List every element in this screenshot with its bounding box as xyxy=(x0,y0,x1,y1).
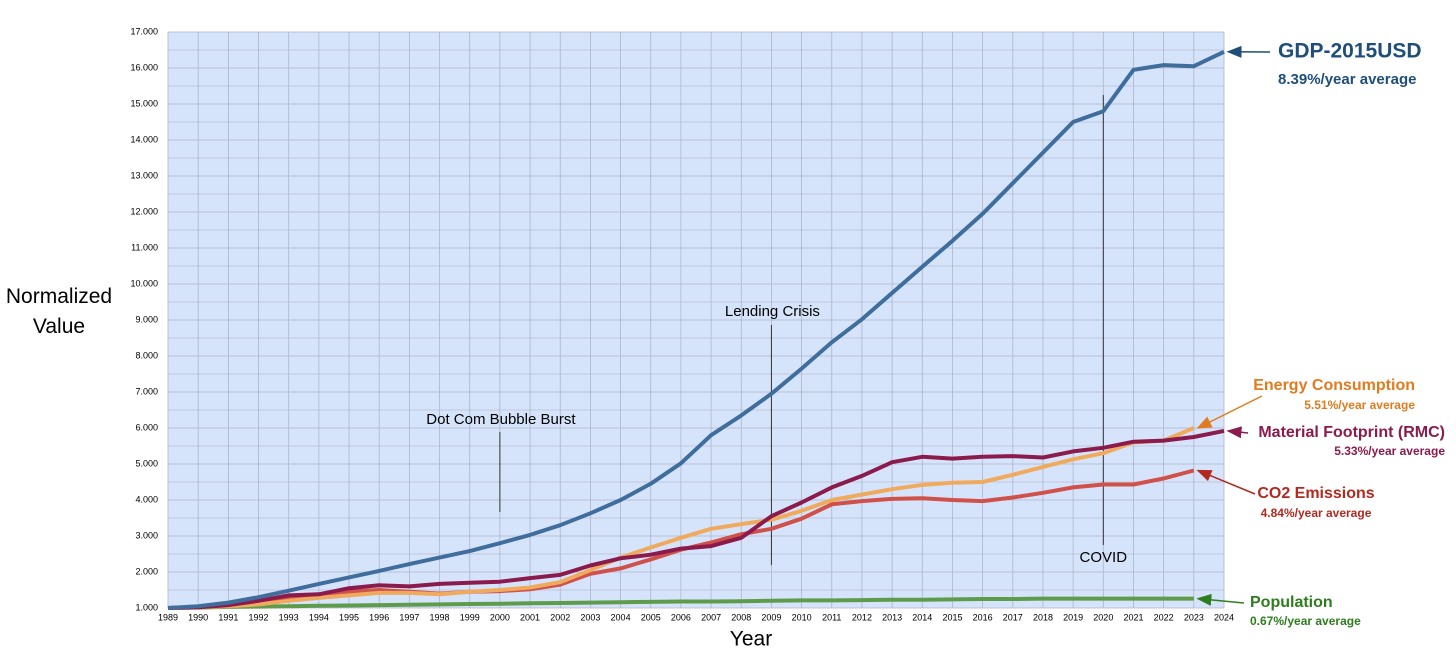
x-tick-label: 1990 xyxy=(188,612,208,622)
y-tick-label: 12.000 xyxy=(130,206,158,216)
y-tick-label: 14.000 xyxy=(130,134,158,144)
y-tick-label: 17.000 xyxy=(130,26,158,36)
x-tick-label: 2023 xyxy=(1184,612,1204,622)
legend-label: GDP-2015USD xyxy=(1278,40,1422,63)
y-tick-label: 7.000 xyxy=(135,386,158,396)
annotation: COVID xyxy=(1080,549,1128,566)
x-axis-label: Year xyxy=(730,628,772,651)
x-tick-label: 2001 xyxy=(520,612,540,622)
label-arrow xyxy=(1196,469,1256,495)
annotation: Lending Crisis xyxy=(725,303,820,320)
legend-note: 5.51%/year average xyxy=(1304,398,1415,412)
legend-label: Population xyxy=(1250,594,1333,611)
legend-label: CO2 Emissions xyxy=(1257,485,1374,502)
legend-label: Energy Consumption xyxy=(1253,377,1415,394)
label-arrow xyxy=(1226,426,1249,439)
x-tick-label: 2020 xyxy=(1093,612,1113,622)
x-tick-label: 1999 xyxy=(460,612,480,622)
x-tick-label: 2013 xyxy=(882,612,902,622)
x-tick-label: 2024 xyxy=(1214,612,1234,622)
x-tick-label: 1998 xyxy=(430,612,450,622)
x-tick-label: 1995 xyxy=(339,612,359,622)
y-tick-label: 10.000 xyxy=(130,278,158,288)
series-line xyxy=(167,596,1194,610)
x-tick-label: 2016 xyxy=(973,612,993,622)
x-tick-label: 2000 xyxy=(490,612,510,622)
label-arrow xyxy=(1196,395,1263,429)
y-tick-label: 15.000 xyxy=(130,98,158,108)
y-tick-label: 4.000 xyxy=(135,494,158,504)
x-tick-label: 2012 xyxy=(852,612,872,622)
y-tick-label: 5.000 xyxy=(135,458,158,468)
y-axis-label: Normalized Value xyxy=(5,285,113,338)
x-tick-label: 1997 xyxy=(399,612,419,622)
y-tick-label: 1.000 xyxy=(135,602,158,612)
x-tick-label: 1996 xyxy=(369,612,389,622)
x-tick-label: 2004 xyxy=(611,612,631,622)
series-line xyxy=(167,426,1195,610)
x-tick-label: 1992 xyxy=(248,612,268,622)
y-tick-label: 8.000 xyxy=(135,350,158,360)
annotation: Dot Com Bubble Burst xyxy=(426,411,576,428)
legend-note: 4.84%/year average xyxy=(1261,506,1372,520)
legend-note: 0.67%/year average xyxy=(1250,614,1361,628)
y-tick-label: 3.000 xyxy=(135,530,158,540)
y-tick-label: 9.000 xyxy=(135,314,158,324)
x-tick-label: 2019 xyxy=(1063,612,1083,622)
x-tick-label: 2005 xyxy=(641,612,661,622)
y-tick-label: 6.000 xyxy=(135,422,158,432)
legend-note: 8.39%/year average xyxy=(1278,71,1416,88)
x-tick-label: 1991 xyxy=(218,612,238,622)
y-tick-label: 13.000 xyxy=(130,170,158,180)
x-tick-label: 2011 xyxy=(822,612,841,622)
legend-note: 5.33%/year average xyxy=(1334,444,1445,458)
x-tick-label: 1993 xyxy=(279,612,299,622)
x-tick-label: 2006 xyxy=(671,612,691,622)
x-tick-label: 1989 xyxy=(158,612,178,622)
legend-label: Material Footprint (RMC) xyxy=(1258,424,1445,441)
x-tick-label: 2015 xyxy=(942,612,962,622)
x-tick-label: 2003 xyxy=(580,612,600,622)
x-tick-label: 2008 xyxy=(731,612,751,622)
x-tick-label: 1994 xyxy=(309,612,329,622)
x-tick-label: 2017 xyxy=(1003,612,1023,622)
x-tick-label: 2010 xyxy=(792,612,812,622)
series-line xyxy=(167,49,1225,610)
y-tick-label: 11.000 xyxy=(131,242,158,252)
x-tick-label: 2022 xyxy=(1154,612,1174,622)
y-tick-label: 16.000 xyxy=(130,62,158,72)
x-tick-label: 2018 xyxy=(1033,612,1053,622)
label-arrow xyxy=(1196,593,1245,606)
x-tick-label: 2021 xyxy=(1123,612,1143,622)
series-line xyxy=(167,428,1225,610)
y-tick-label: 2.000 xyxy=(135,566,158,576)
x-tick-label: 2009 xyxy=(761,612,781,622)
x-tick-label: 2007 xyxy=(701,612,721,622)
x-tick-label: 2002 xyxy=(550,612,570,622)
x-tick-label: 2014 xyxy=(912,612,932,622)
